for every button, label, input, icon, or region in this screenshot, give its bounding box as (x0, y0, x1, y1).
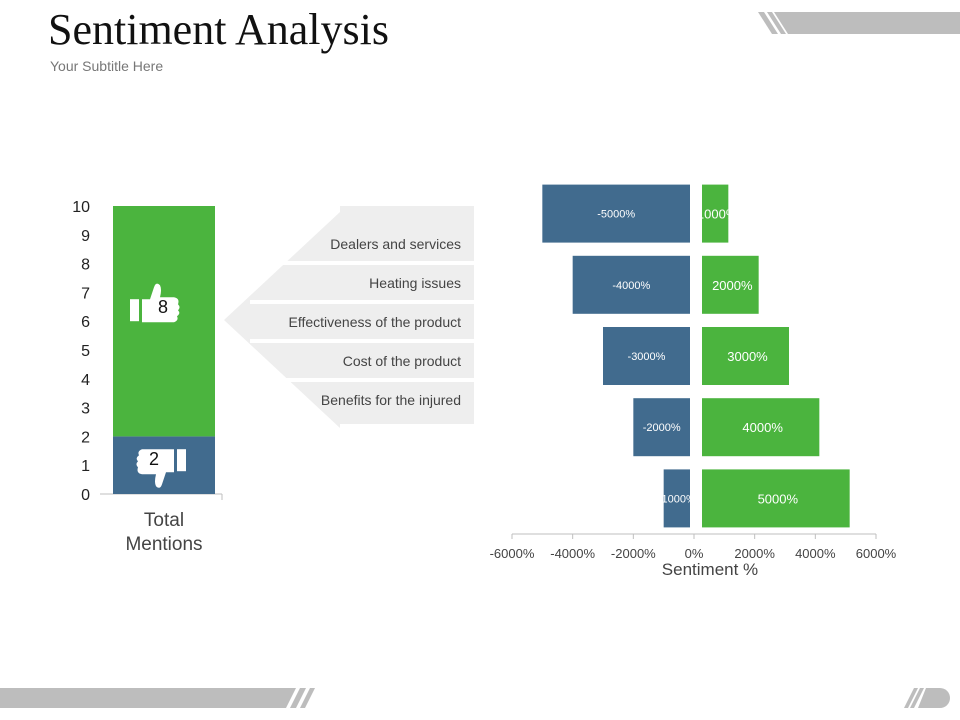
x-tick-label: 6000% (856, 546, 897, 561)
topic-label-3: Effectiveness of the product (288, 314, 461, 330)
data-label-positive: 1000% (697, 207, 738, 222)
x-axis-label-line-2: Mentions (125, 534, 202, 555)
bar-negative (663, 469, 690, 528)
data-label-negative: -3000% (628, 351, 666, 363)
y-tick-label: 8 (81, 257, 90, 274)
bar-negative (633, 398, 690, 457)
data-label-positive: 5000% (758, 491, 799, 506)
y-tick-label: 10 (72, 199, 90, 216)
y-tick-label: 0 (81, 487, 90, 504)
data-label-negative: -5000% (597, 209, 635, 221)
x-tick-label: -2000% (611, 546, 656, 561)
topic-arrow: Dealers and services Heating issues Effe… (224, 206, 474, 428)
x-tick-label: 2000% (734, 546, 775, 561)
page-subtitle: Your Subtitle Here (50, 58, 164, 74)
bar-positive (702, 398, 820, 457)
data-label-positive: 3000% (727, 349, 768, 364)
x-tick-label: -4000% (550, 546, 595, 561)
thumbs-up-icon (130, 283, 180, 323)
y-tick-label: 3 (81, 401, 90, 418)
bar-negative (572, 255, 690, 314)
bar-positive (702, 469, 850, 528)
topic-label-5: Benefits for the injured (321, 392, 461, 408)
y-tick-label: 2 (81, 429, 90, 446)
bar-positive (702, 327, 789, 385)
data-label-positive: 2000% (712, 278, 753, 293)
y-tick-label: 5 (81, 343, 90, 360)
x-axis-title: Sentiment % (662, 560, 758, 579)
page-title: Sentiment Analysis (48, 5, 389, 54)
bar-positive (702, 184, 729, 243)
data-label-negative: -1000% (658, 493, 696, 505)
bar-positive (702, 255, 759, 314)
data-label-negative: -2000% (643, 422, 681, 434)
x-axis-label-line-1: Total (144, 510, 184, 531)
data-label-positive: 8 (158, 297, 168, 317)
bar-negative (542, 184, 690, 243)
data-label-negative: 2 (149, 449, 159, 469)
decor-stripe-top (758, 12, 960, 34)
topic-label-1: Dealers and services (330, 236, 461, 252)
y-tick-label: 4 (81, 372, 90, 389)
decor-stripe-bottom (0, 688, 950, 708)
y-tick-label: 9 (81, 228, 90, 245)
x-tick-label: -6000% (490, 546, 535, 561)
data-label-negative: -4000% (612, 280, 650, 292)
sentiment-chart: -5000% 1000% -4000% 2000% -3000% 3000% -2000% 4… (490, 184, 897, 579)
total-mentions-chart: 0 1 2 3 4 5 6 7 8 9 10 8 2 Total Mentions (72, 199, 223, 555)
data-label-positive: 4000% (742, 420, 783, 435)
thumbs-down-icon (136, 449, 186, 488)
y-tick-label: 1 (81, 458, 90, 475)
bar-negative (603, 327, 690, 385)
topic-label-4: Cost of the product (343, 353, 461, 369)
topic-label-2: Heating issues (369, 275, 461, 291)
x-tick-label: 4000% (795, 546, 836, 561)
y-tick-label: 7 (81, 285, 90, 302)
x-tick-label: 0% (685, 546, 704, 561)
y-tick-label: 6 (81, 314, 90, 331)
